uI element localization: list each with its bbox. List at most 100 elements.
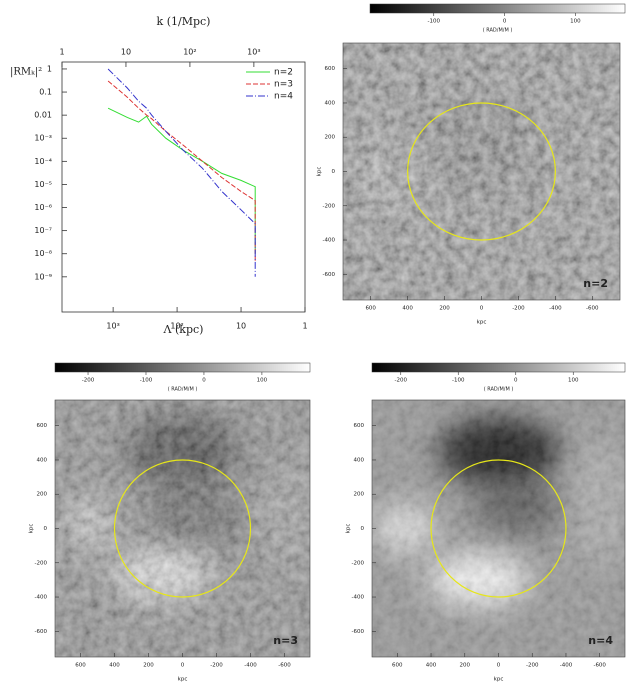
y-tick-label: 200 <box>37 492 48 498</box>
panel-annotation: n=2 <box>583 277 608 290</box>
y-tick-label: 0.1 <box>39 88 52 97</box>
y-tick-label: -600 <box>323 272 336 278</box>
series-line <box>107 80 256 261</box>
colorbar-tick-label: 100 <box>257 378 268 384</box>
y-tick-label: -200 <box>352 560 365 566</box>
colorbar-tick-label: 0 <box>202 378 206 384</box>
panel-annotation: n=4 <box>588 634 613 647</box>
x-tick-label: -400 <box>549 306 562 312</box>
y-tick-label: 600 <box>37 423 48 429</box>
y-axis-label: kpc <box>317 167 323 177</box>
colorbar <box>371 362 626 373</box>
y-tick-label: 10⁻⁴ <box>34 157 52 166</box>
x2-axis-label: k (1/Mpc) <box>157 15 211 28</box>
x-tick-label: 0 <box>497 663 501 669</box>
x2-tick-label: 10³ <box>247 48 260 57</box>
colorbar-tick-label: 0 <box>514 378 518 384</box>
boundary-circle <box>430 459 567 598</box>
y-tick-label: -400 <box>323 238 336 244</box>
y-tick-label: -400 <box>352 595 365 601</box>
x-tick-label: -600 <box>278 663 291 669</box>
x-tick-label: -600 <box>593 663 606 669</box>
legend-label: n=2 <box>274 68 293 78</box>
x-tick-label: 0 <box>480 306 484 312</box>
panel-annotation: n=3 <box>273 634 298 647</box>
y-axis-label: kpc <box>29 524 35 534</box>
x-tick-label: -600 <box>586 306 599 312</box>
x-tick-label: 400 <box>402 306 413 312</box>
x-tick-label: -200 <box>210 663 223 669</box>
map-noise <box>372 400 625 657</box>
colorbar-tick-label: 100 <box>570 19 581 25</box>
colorbar-tick-label: 0 <box>503 19 507 25</box>
map-image <box>372 400 625 657</box>
x-tick-label: -200 <box>526 663 539 669</box>
x-tick-label: 1 <box>302 322 307 331</box>
y-tick-label: 0.01 <box>34 111 52 120</box>
x-tick-label: 200 <box>143 663 154 669</box>
x2-tick-label: 10² <box>183 48 196 57</box>
series-line <box>107 68 256 277</box>
x-axis-label: kpc <box>494 677 504 683</box>
colorbar-label: ( RAD/M/M ) <box>484 387 514 393</box>
x-tick-label: 400 <box>109 663 120 669</box>
y-tick-label: 400 <box>37 457 48 463</box>
colorbar-tick-label: 100 <box>568 378 579 384</box>
x-tick-label: -200 <box>512 306 525 312</box>
y-tick-label: -200 <box>323 203 336 209</box>
x-tick-label: 600 <box>75 663 86 669</box>
x2-tick-label: 10 <box>121 48 131 57</box>
y-tick-label: 200 <box>325 135 336 141</box>
colorbar-tick-label: -200 <box>395 378 408 384</box>
x-axis-label: Λ (kpc) <box>163 323 204 336</box>
x-axis-label: kpc <box>477 320 487 326</box>
x-tick-label: -400 <box>244 663 257 669</box>
y-tick-label: 600 <box>354 423 365 429</box>
y-tick-label: 10⁻³ <box>34 134 52 143</box>
colorbar <box>54 362 311 373</box>
y-tick-label: 0 <box>361 526 365 532</box>
colorbar-label: ( RAD/M/M ) <box>168 387 198 393</box>
colorbar-label: ( RAD/M/M ) <box>483 28 513 34</box>
y-tick-label: 400 <box>325 100 336 106</box>
x-tick-label: -400 <box>560 663 573 669</box>
y-tick-label: -400 <box>35 595 48 601</box>
map-image <box>343 43 620 300</box>
y-tick-label: -600 <box>35 629 48 635</box>
y-tick-label: 10⁻⁶ <box>34 203 52 212</box>
y-tick-label: 10⁻⁷ <box>34 226 52 235</box>
map-noise <box>55 400 310 657</box>
y-tick-label: 600 <box>325 66 336 72</box>
y-tick-label: 400 <box>354 457 365 463</box>
x-tick-label: 10² <box>170 322 183 331</box>
colorbar-tick-label: -200 <box>82 378 95 384</box>
map-image <box>55 400 310 657</box>
plot-frame <box>61 61 306 313</box>
map-noise <box>343 43 620 300</box>
x2-tick-label: 1 <box>59 48 64 57</box>
legend-label: n=3 <box>274 80 293 90</box>
x-tick-label: 600 <box>365 306 376 312</box>
y-tick-label: -200 <box>35 560 48 566</box>
x-tick-label: 600 <box>392 663 403 669</box>
colorbar <box>369 3 626 14</box>
x-tick-label: 400 <box>426 663 437 669</box>
colorbar-tick-label: -100 <box>452 378 465 384</box>
y-tick-label: 10⁻⁸ <box>34 249 52 258</box>
y-tick-label: 0 <box>332 169 336 175</box>
boundary-circle <box>407 102 556 241</box>
boundary-circle <box>113 459 252 598</box>
legend-label: n=4 <box>274 92 293 102</box>
y-tick-label: 200 <box>354 492 365 498</box>
y-tick-label: -600 <box>352 629 365 635</box>
y-tick-label: 1 <box>47 64 52 73</box>
y-axis-label: |RMₖ|² <box>10 67 42 78</box>
series-line <box>107 107 256 254</box>
x-tick-label: 10³ <box>106 322 119 331</box>
colorbar-tick-label: -100 <box>428 19 441 25</box>
y-tick-label: 10⁻⁹ <box>34 272 52 281</box>
y-axis-label: kpc <box>346 524 352 534</box>
x-tick-label: 10 <box>236 322 246 331</box>
x-axis-label: kpc <box>178 677 188 683</box>
